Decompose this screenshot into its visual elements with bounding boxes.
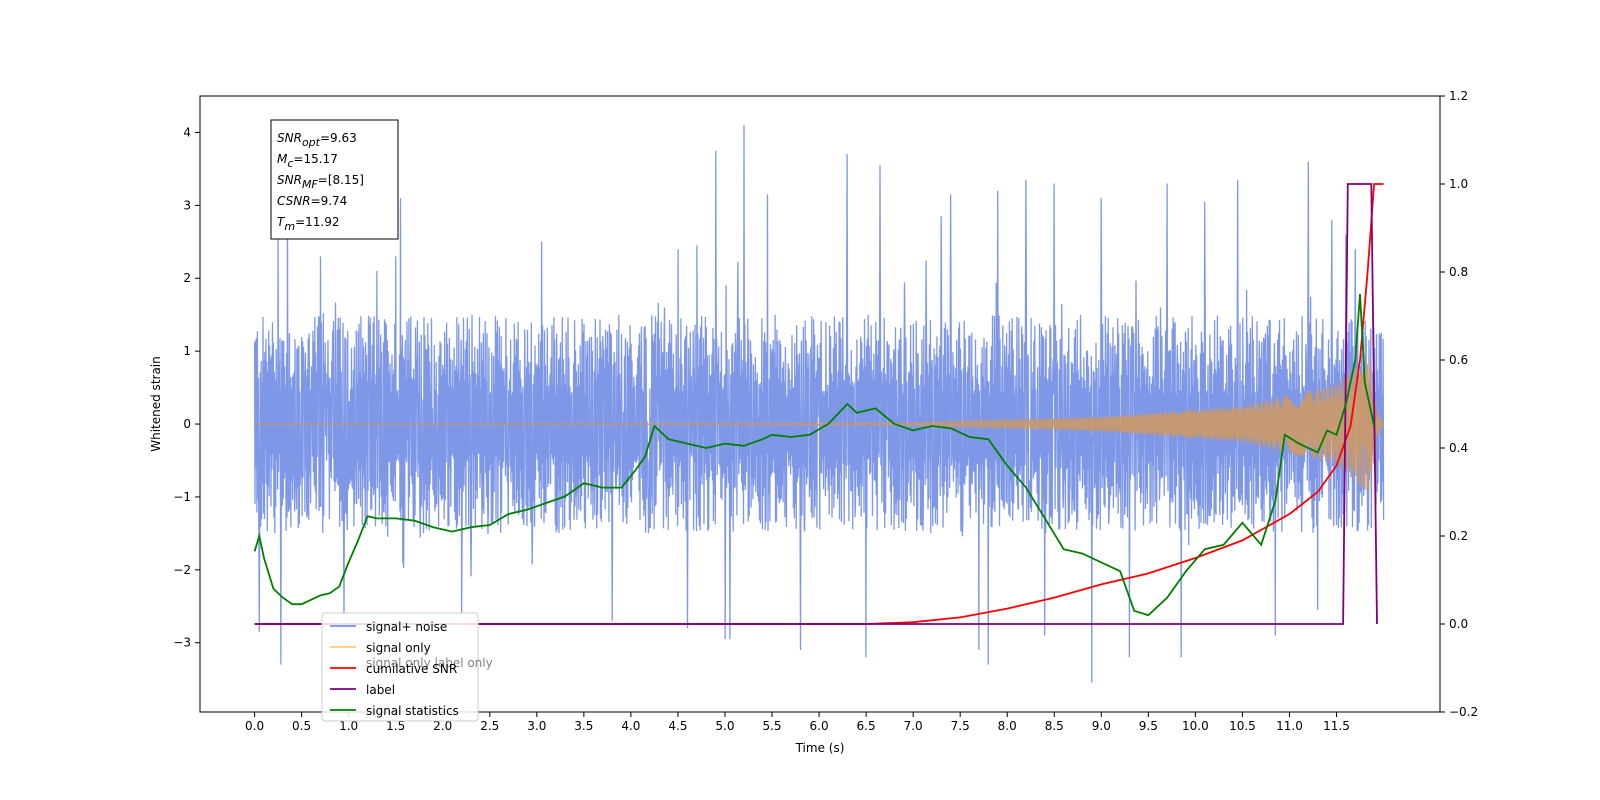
line-series xyxy=(253,183,1384,625)
x-tick-label: 7.5 xyxy=(951,719,970,733)
x-tick-label: 5.5 xyxy=(762,719,781,733)
x-tick-label: 1.5 xyxy=(386,719,405,733)
x-tick-label: 11.0 xyxy=(1276,719,1303,733)
y-tick-label-left: 1 xyxy=(183,344,191,358)
x-tick-label: 6.0 xyxy=(810,719,829,733)
x-tick-label: 11.5 xyxy=(1323,719,1350,733)
x-tick-label: 3.0 xyxy=(527,719,546,733)
y-tick-label-right: 0.4 xyxy=(1449,441,1468,455)
annotation-line: CSNR=9.74 xyxy=(277,194,347,208)
signal-noise-line xyxy=(253,125,1385,683)
x-tick-label: 5.0 xyxy=(715,719,734,733)
y-tick-label-left: 3 xyxy=(183,198,191,212)
legend-frame xyxy=(321,612,479,722)
x-tick-label: 4.5 xyxy=(668,719,687,733)
x-tick-label: 9.5 xyxy=(1139,719,1158,733)
x-axis-label: Time (s) xyxy=(795,741,845,755)
signal-noise-series xyxy=(253,125,1385,683)
x-tick-label: 8.0 xyxy=(998,719,1017,733)
x-axis: 0.0 0.5 1.0 1.5 2.0 2.5 3.0 3.5 4.0 4.5 5.0 5.5 6.0 6… xyxy=(245,712,1350,733)
annotation-line: SNRMF=[8.15] xyxy=(277,173,364,191)
y-axis-left: 4 3 2 1 0 −1 −2 −3 xyxy=(173,125,200,650)
y-tick-label-right: 0.6 xyxy=(1449,353,1468,367)
annotation-frame xyxy=(270,119,399,240)
x-tick-label: 6.5 xyxy=(857,719,876,733)
y-tick-label-left: 4 xyxy=(183,125,191,139)
y-tick-label-right: 0.8 xyxy=(1449,265,1468,279)
legend-label: cumilative SNR xyxy=(366,662,457,676)
plot-frame xyxy=(199,95,1441,713)
annotation-line: Mc=15.17 xyxy=(277,152,338,170)
signal-only-series xyxy=(254,357,1385,491)
y-tick-label-left: 2 xyxy=(183,271,191,285)
x-tick-label: 0.0 xyxy=(245,719,264,733)
y-tick-label-right: −0.2 xyxy=(1449,705,1478,719)
annotation-line: Tm=11.92 xyxy=(277,215,339,233)
x-tick-label: 4.0 xyxy=(621,719,640,733)
x-tick-label: 8.5 xyxy=(1045,719,1064,733)
signal-statistics-line xyxy=(253,293,1375,617)
signal-only-line xyxy=(254,357,1385,491)
legend-label: signal only xyxy=(366,641,431,655)
x-tick-label: 10.0 xyxy=(1182,719,1209,733)
x-tick-label: 2.0 xyxy=(433,719,452,733)
x-tick-label: 3.5 xyxy=(574,719,593,733)
y-tick-label-right: 0.2 xyxy=(1449,529,1468,543)
y-tick-label-left: −3 xyxy=(173,636,191,650)
y-axis-right: 1.2 1.0 0.8 0.6 0.4 0.2 0.0 −0.2 xyxy=(1440,89,1478,719)
legend-ghost-text: signal only label only xyxy=(366,656,493,670)
x-tick-label: 7.0 xyxy=(904,719,923,733)
y-tick-label-left: −1 xyxy=(173,490,191,504)
y-tick-label-right: 0.0 xyxy=(1449,617,1468,631)
y-axis-label: Whitened strain xyxy=(149,356,163,452)
y-tick-label-right: 1.2 xyxy=(1449,89,1468,103)
y-tick-label-right: 1.0 xyxy=(1449,177,1468,191)
x-tick-label: 9.0 xyxy=(1092,719,1111,733)
legend-label: label xyxy=(366,683,395,697)
label-line xyxy=(254,183,1378,625)
annotation-box: SNRopt=9.63 Mc=15.17 SNRMF=[8.15] CSNR=9.74… xyxy=(270,119,399,240)
x-tick-label: 10.5 xyxy=(1229,719,1256,733)
y-tick-label-left: −2 xyxy=(173,563,191,577)
legend-label: signal statistics xyxy=(366,704,459,718)
annotation-line: SNRopt=9.63 xyxy=(277,131,357,149)
x-tick-label: 1.0 xyxy=(339,719,358,733)
legend-label: signal+ noise xyxy=(366,620,447,634)
x-tick-label: 0.5 xyxy=(292,719,311,733)
legend: signal only label only signal+ noise signa… xyxy=(321,612,493,722)
cumilative-snr-line xyxy=(254,183,1384,625)
y-tick-label-left: 0 xyxy=(183,417,191,431)
x-tick-label: 2.5 xyxy=(480,719,499,733)
